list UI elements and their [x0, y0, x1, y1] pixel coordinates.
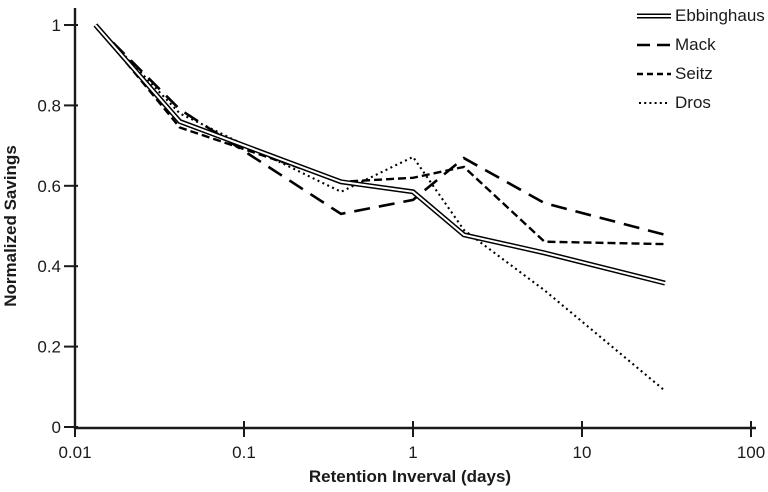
legend-item-ebbinghaus: Ebbinghaus	[636, 1, 765, 30]
series-line-ebbinghaus-inner	[94, 24, 666, 285]
axis-ticks: 0.01 0.1 1 10 100 0 0.2 0.4 0.6 0.8 1	[37, 16, 765, 462]
legend-item-seitz: Seitz	[636, 59, 765, 88]
legend: Ebbinghaus Mack Seitz Dros	[636, 1, 765, 117]
y-tick-label: 1	[52, 16, 61, 35]
legend-label-mack: Mack	[675, 35, 716, 54]
legend-line-seitz-icon	[637, 72, 671, 75]
legend-label-ebbinghaus: Ebbinghaus	[675, 6, 765, 25]
y-tick-label: 0.6	[37, 177, 61, 196]
y-tick-label: 0.2	[37, 338, 61, 357]
legend-line-dros-icon	[639, 101, 669, 104]
x-tick-label: 0.01	[58, 443, 91, 462]
legend-label-dros: Dros	[675, 93, 711, 112]
legend-item-mack: Mack	[636, 30, 765, 59]
x-tick-label: 10	[573, 443, 592, 462]
series-line-seitz	[94, 24, 666, 246]
x-tick-label: 100	[737, 443, 765, 462]
legend-item-dros: Dros	[636, 88, 765, 117]
y-tick-label: 0.8	[37, 96, 61, 115]
legend-line-mack-icon	[637, 43, 671, 46]
x-tick-label: 1	[408, 443, 417, 462]
y-tick-label: 0.4	[37, 257, 61, 276]
series-lines	[93, 23, 666, 392]
x-tick-label: 0.1	[232, 443, 256, 462]
y-axis-title: Normalized Savings	[1, 145, 20, 307]
series-line-ebbinghaus	[93, 23, 666, 286]
series-line-mack	[94, 24, 666, 237]
x-axis-title: Retention Inverval (days)	[309, 467, 511, 486]
legend-line-ebbinghaus-icon	[637, 13, 671, 18]
series-line-dros	[94, 24, 666, 392]
legend-label-seitz: Seitz	[675, 64, 713, 83]
y-tick-label: 0	[52, 418, 61, 437]
